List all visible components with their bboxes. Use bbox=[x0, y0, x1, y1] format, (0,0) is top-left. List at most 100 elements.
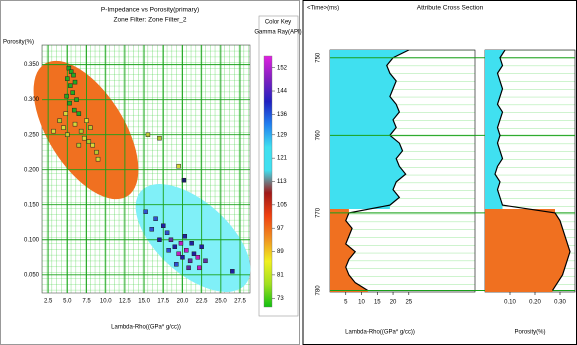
point bbox=[187, 258, 193, 264]
point bbox=[230, 269, 235, 274]
colorbar-tick-label: 105 bbox=[277, 202, 288, 208]
x-tick-label: 20 bbox=[390, 300, 397, 306]
point bbox=[72, 79, 78, 85]
point bbox=[72, 121, 78, 127]
point bbox=[153, 216, 158, 221]
point bbox=[51, 128, 56, 134]
point bbox=[176, 163, 181, 169]
x-tick-label: 25 bbox=[405, 300, 412, 306]
point bbox=[90, 142, 95, 148]
point bbox=[76, 111, 82, 116]
colorbar-tick-label: 152 bbox=[277, 65, 288, 71]
point bbox=[203, 258, 208, 264]
x-axis-label: Porosity(%) bbox=[514, 330, 545, 336]
log-curve bbox=[345, 50, 410, 291]
chart-title: P-Impedance vs Porosity(primary) bbox=[101, 7, 199, 14]
x-tick-label: 7.5 bbox=[82, 299, 91, 305]
colorbar-tick-label: 89 bbox=[277, 249, 284, 255]
point bbox=[180, 255, 185, 260]
point bbox=[176, 251, 181, 257]
point bbox=[157, 237, 162, 243]
point bbox=[174, 262, 179, 267]
point bbox=[195, 255, 201, 260]
point bbox=[164, 230, 170, 236]
track bbox=[485, 50, 571, 292]
point bbox=[161, 223, 166, 228]
point bbox=[70, 90, 75, 95]
colorbar-tick-label: 129 bbox=[277, 132, 288, 138]
point bbox=[182, 234, 188, 239]
point bbox=[149, 226, 155, 232]
y-tick-label: 0.100 bbox=[24, 237, 40, 243]
y-tick-label: 0.200 bbox=[24, 167, 40, 173]
x-tick-label: 15 bbox=[374, 300, 381, 306]
point bbox=[84, 118, 89, 123]
point bbox=[76, 142, 82, 148]
zone-fill bbox=[485, 209, 570, 292]
point bbox=[65, 76, 70, 81]
color-key-title: Color Key bbox=[265, 20, 291, 26]
point bbox=[186, 265, 191, 271]
y-axis-label: <Time>(ms) bbox=[307, 6, 339, 12]
x-tick-label: 27.5 bbox=[234, 299, 246, 305]
colorbar-tick-label: 113 bbox=[277, 179, 287, 185]
point bbox=[81, 135, 87, 141]
point bbox=[157, 135, 162, 141]
zone-ellipse bbox=[135, 184, 251, 292]
y-tick-label: 760 bbox=[316, 130, 322, 141]
point bbox=[68, 69, 74, 74]
point bbox=[67, 100, 72, 106]
point bbox=[95, 156, 101, 162]
x-tick-label: 0.10 bbox=[504, 300, 516, 306]
zone-fill bbox=[485, 50, 505, 210]
colorbar-tick-label: 73 bbox=[277, 296, 284, 302]
point bbox=[68, 83, 73, 88]
zone-ellipse bbox=[33, 60, 139, 200]
x-axis-label: Lambda-Rho((GPa* g/cc)) bbox=[345, 330, 415, 336]
colorbar-tick-label: 121 bbox=[277, 156, 288, 162]
x-tick-label: 10.0 bbox=[100, 299, 112, 305]
point bbox=[178, 241, 184, 246]
log-curve bbox=[494, 50, 571, 291]
x-tick-label: 5.0 bbox=[63, 299, 72, 305]
point bbox=[184, 248, 189, 253]
x-tick-label: 2.5 bbox=[44, 299, 53, 305]
colorbar-tick-label: 136 bbox=[277, 112, 288, 118]
y-tick-label: 750 bbox=[316, 52, 322, 63]
y-tick-label: 0.250 bbox=[24, 132, 40, 138]
y-axis-label: Porosity(%) bbox=[3, 40, 34, 46]
x-tick-label: 0.30 bbox=[554, 300, 566, 306]
x-tick-label: 10 bbox=[358, 300, 365, 306]
point bbox=[191, 251, 197, 257]
point bbox=[78, 128, 84, 134]
x-tick-label: 20.0 bbox=[177, 299, 189, 305]
point bbox=[172, 244, 178, 250]
colorbar bbox=[263, 55, 273, 308]
point bbox=[57, 118, 62, 123]
colorbar-tick-label: 81 bbox=[277, 272, 284, 278]
chart-subtitle: Zone Filter: Zone Filter_2 bbox=[114, 17, 187, 24]
point bbox=[94, 149, 99, 155]
point bbox=[65, 132, 70, 137]
point bbox=[181, 177, 187, 183]
y-tick-label: 780 bbox=[316, 285, 322, 296]
point bbox=[189, 241, 194, 246]
zones bbox=[33, 60, 251, 292]
point bbox=[74, 97, 79, 102]
x-axis-label: Lambda-Rho((GPa* g/cc)) bbox=[111, 325, 181, 331]
point bbox=[63, 111, 69, 116]
point bbox=[197, 265, 202, 271]
point bbox=[166, 248, 171, 253]
point bbox=[168, 237, 174, 243]
point bbox=[88, 125, 93, 130]
chart-title: Attribute Cross Section bbox=[417, 5, 484, 12]
y-tick-label: 0.050 bbox=[24, 272, 40, 278]
point bbox=[64, 93, 69, 99]
x-tick-label: 25.0 bbox=[215, 299, 227, 305]
point bbox=[71, 107, 77, 113]
colorbar-tick-label: 144 bbox=[277, 89, 288, 95]
x-tick-label: 0.20 bbox=[529, 300, 541, 306]
colorbar-tick-label: 97 bbox=[277, 226, 284, 232]
x-tick-label: 17.5 bbox=[157, 299, 169, 305]
